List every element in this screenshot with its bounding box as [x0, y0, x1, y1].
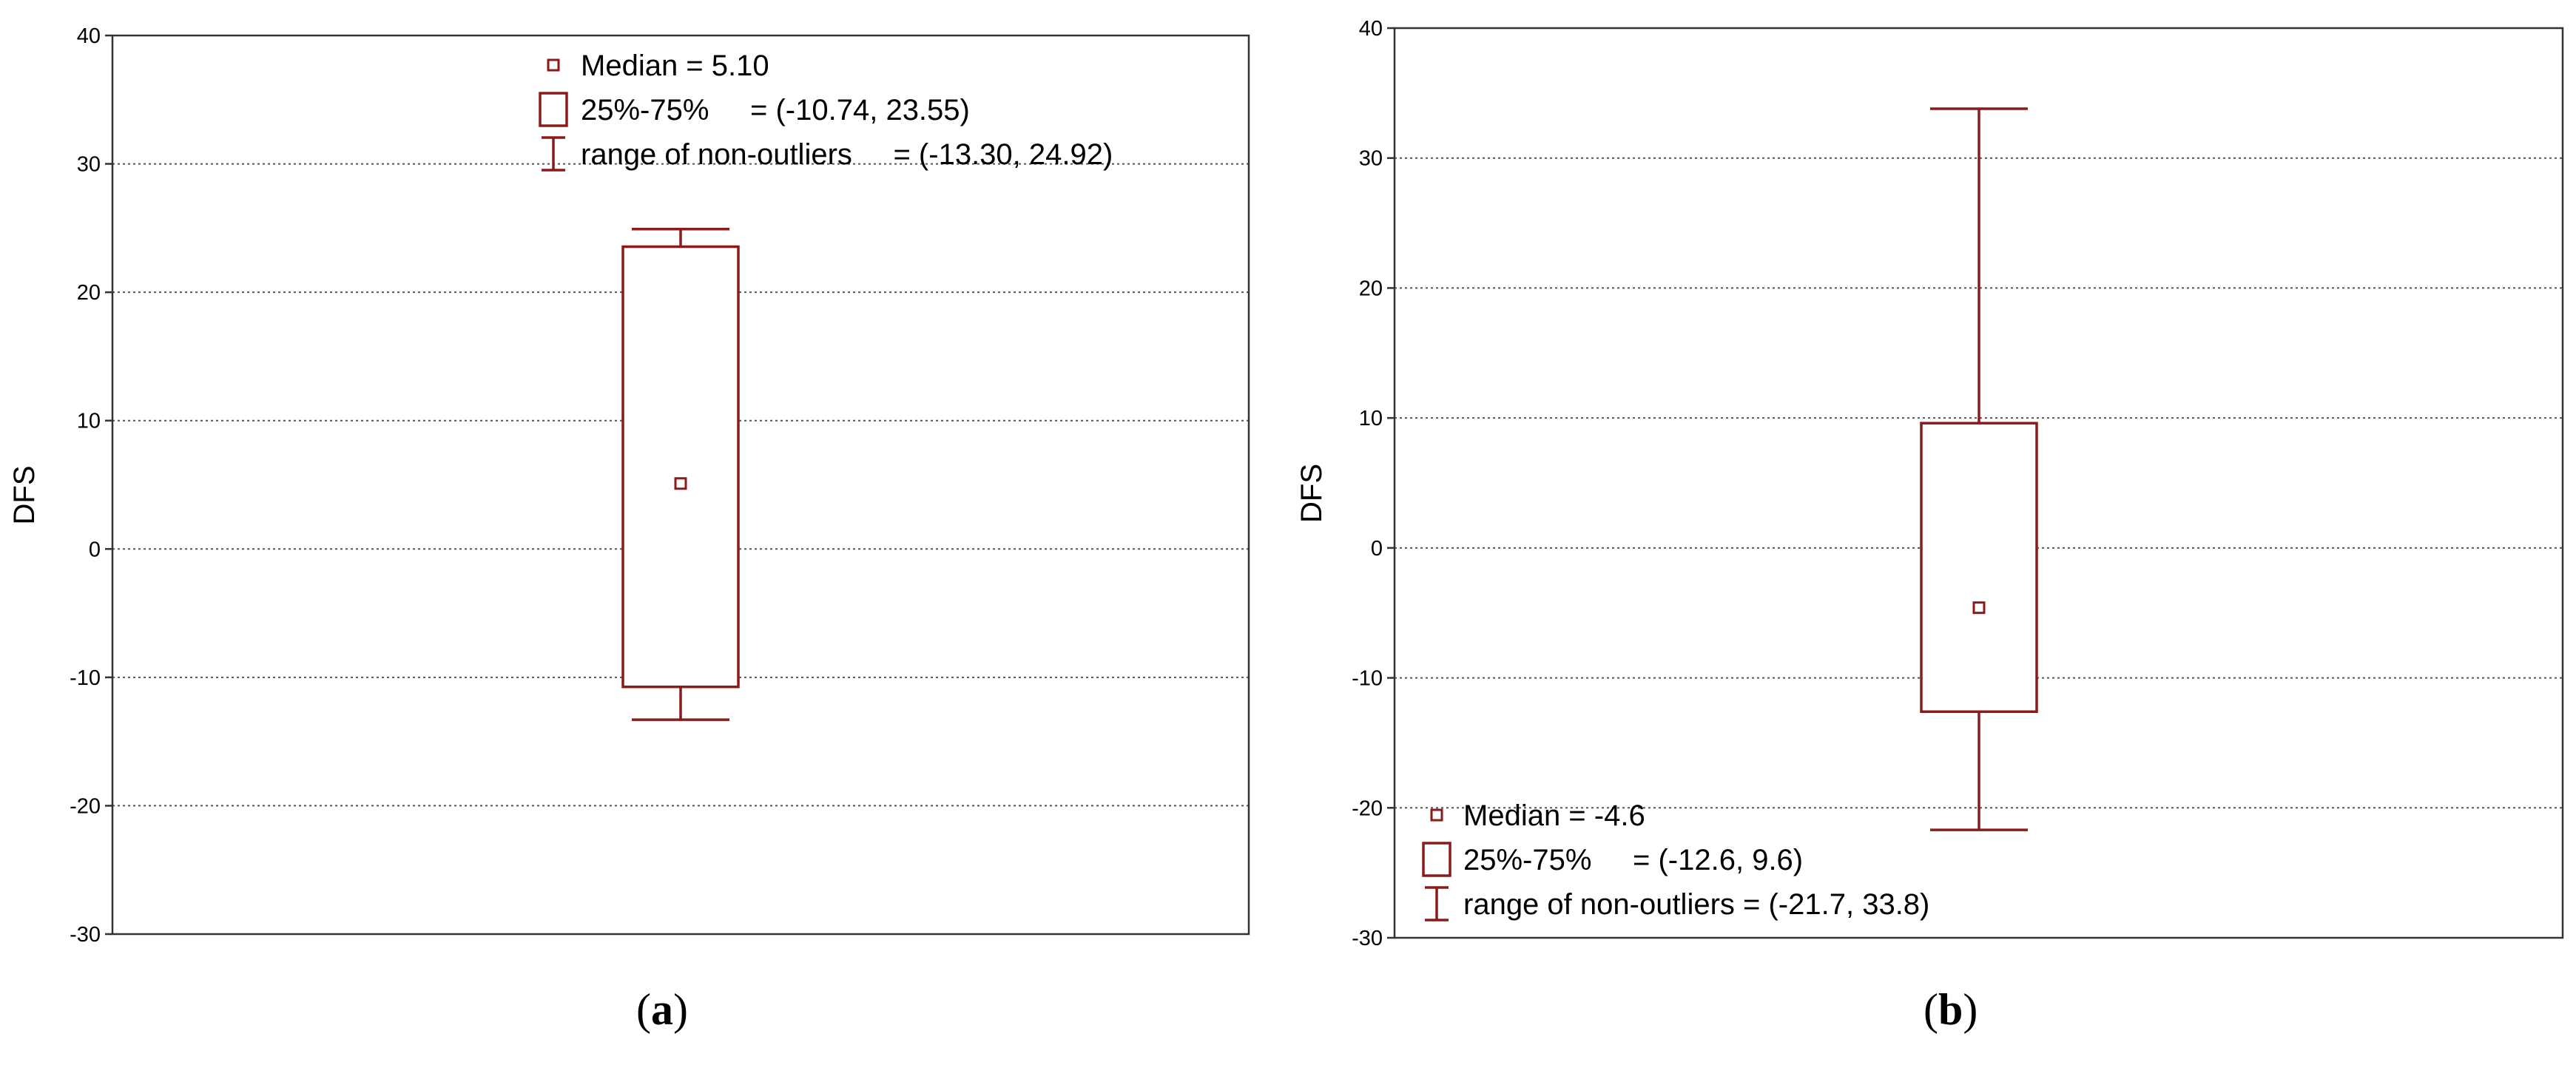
y-tick-label: -30: [70, 923, 101, 947]
legend-box-symbol: [539, 92, 568, 127]
median-marker: [674, 477, 687, 490]
y-tick-label: 10: [1359, 407, 1383, 430]
panel-label: (a): [636, 985, 688, 1034]
y-tick-label: 0: [89, 538, 101, 561]
legend-label: Median = -4.6: [1463, 799, 1645, 832]
y-tick-label: -10: [70, 666, 101, 690]
legend-median-symbol: [547, 58, 560, 72]
iqr-box: [621, 245, 740, 689]
plot-frame: [1393, 27, 2564, 939]
y-tick-label: 30: [1359, 147, 1383, 171]
legend: Median = -4.6 25%-75% = (-12.6, 9.6) range…: [1422, 799, 1929, 922]
y-tick-label: 30: [77, 153, 101, 177]
y-tick-label: -10: [1352, 667, 1383, 691]
legend-label: 25%-75% = (-12.6, 9.6): [1463, 844, 1803, 876]
legend: Median = 5.10 25%-75% = (-10.74, 23.55) ra…: [539, 50, 1113, 172]
legend-label: 25%-75% = (-10.74, 23.55): [581, 94, 970, 126]
legend-label: Median = 5.10: [581, 50, 769, 82]
chart-panel-a: -30 -20 -10 0 10 20 30 40 DFS Median = 5.10 25%-75…: [8, 24, 1250, 1034]
y-tick-label: -30: [1352, 927, 1383, 950]
y-tick-label: -20: [1352, 797, 1383, 820]
legend-box-symbol: [1422, 842, 1451, 877]
median-marker: [1972, 601, 1986, 615]
y-tick-label: 20: [1359, 277, 1383, 300]
legend-label: range of non-outliers = (-21.7, 33.8): [1463, 888, 1929, 921]
legend-label: range of non-outliers = (-13.30, 24.92): [581, 138, 1113, 171]
y-tick-label: 40: [1359, 17, 1383, 41]
y-tick-label: 40: [77, 24, 101, 48]
y-tick-label: 20: [77, 281, 101, 305]
y-axis-label: DFS: [1295, 464, 1328, 523]
y-axis-label: DFS: [8, 466, 41, 525]
y-tick-label: -20: [70, 794, 101, 818]
iqr-box: [1920, 422, 2038, 714]
legend-median-symbol: [1430, 808, 1443, 822]
y-tick-label: 0: [1371, 537, 1383, 561]
plot-frame: [111, 34, 1250, 936]
chart-panel-b: -30 -20 -10 0 10 20 30 40 DFS Median = -4.6 25%-75…: [1295, 17, 2564, 1034]
y-tick-label: 10: [77, 410, 101, 433]
panel-label: (b): [1923, 985, 1977, 1034]
